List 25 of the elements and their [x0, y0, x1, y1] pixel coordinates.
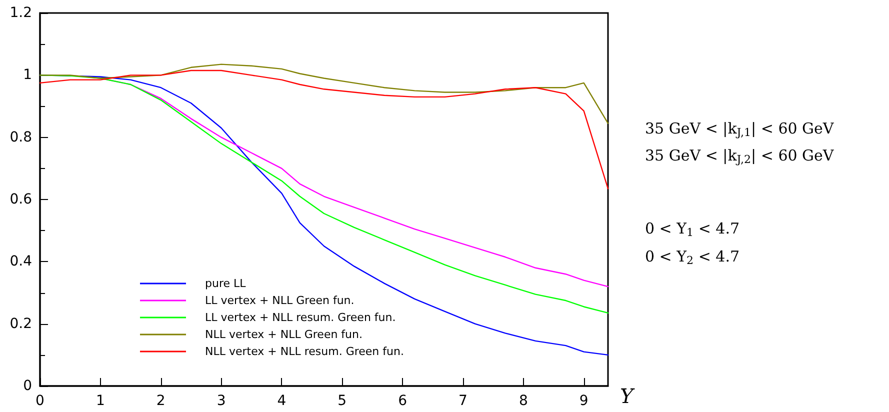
x-tick-label: 2: [156, 393, 166, 409]
y-tick-label: 1: [23, 67, 32, 84]
x-axis-title: Y: [620, 384, 635, 408]
legend-label: NLL vertex + NLL resum. Green fun.: [205, 345, 404, 358]
y-tick-label: 0.8: [10, 129, 32, 146]
x-tick-label: 9: [579, 393, 588, 409]
legend-label: NLL vertex + NLL Green fun.: [205, 328, 362, 341]
x-tick-label: 0: [36, 393, 44, 409]
legend-label: LL vertex + NLL resum. Green fun.: [205, 311, 396, 324]
legend-label: pure LL: [205, 277, 247, 290]
y-tick-label: 0.4: [10, 254, 32, 270]
x-tick-label: 7: [458, 393, 468, 409]
x-tick-label: 3: [216, 393, 226, 409]
y-tick-label: 0: [23, 378, 32, 394]
x-tick-label: 5: [338, 393, 347, 409]
line-series: [39, 64, 609, 124]
y-tick-label: 0.2: [10, 316, 32, 332]
x-tick-label: 6: [398, 393, 408, 409]
y-tick-label: 1.2: [10, 5, 32, 21]
x-tick-label: 8: [518, 393, 528, 409]
y-tick-label: 0.6: [10, 192, 32, 208]
x-tick-label: 4: [277, 393, 286, 409]
legend-label: LL vertex + NLL Green fun.: [205, 294, 354, 307]
x-tick-label: 1: [96, 393, 105, 409]
line-series: [39, 70, 609, 190]
